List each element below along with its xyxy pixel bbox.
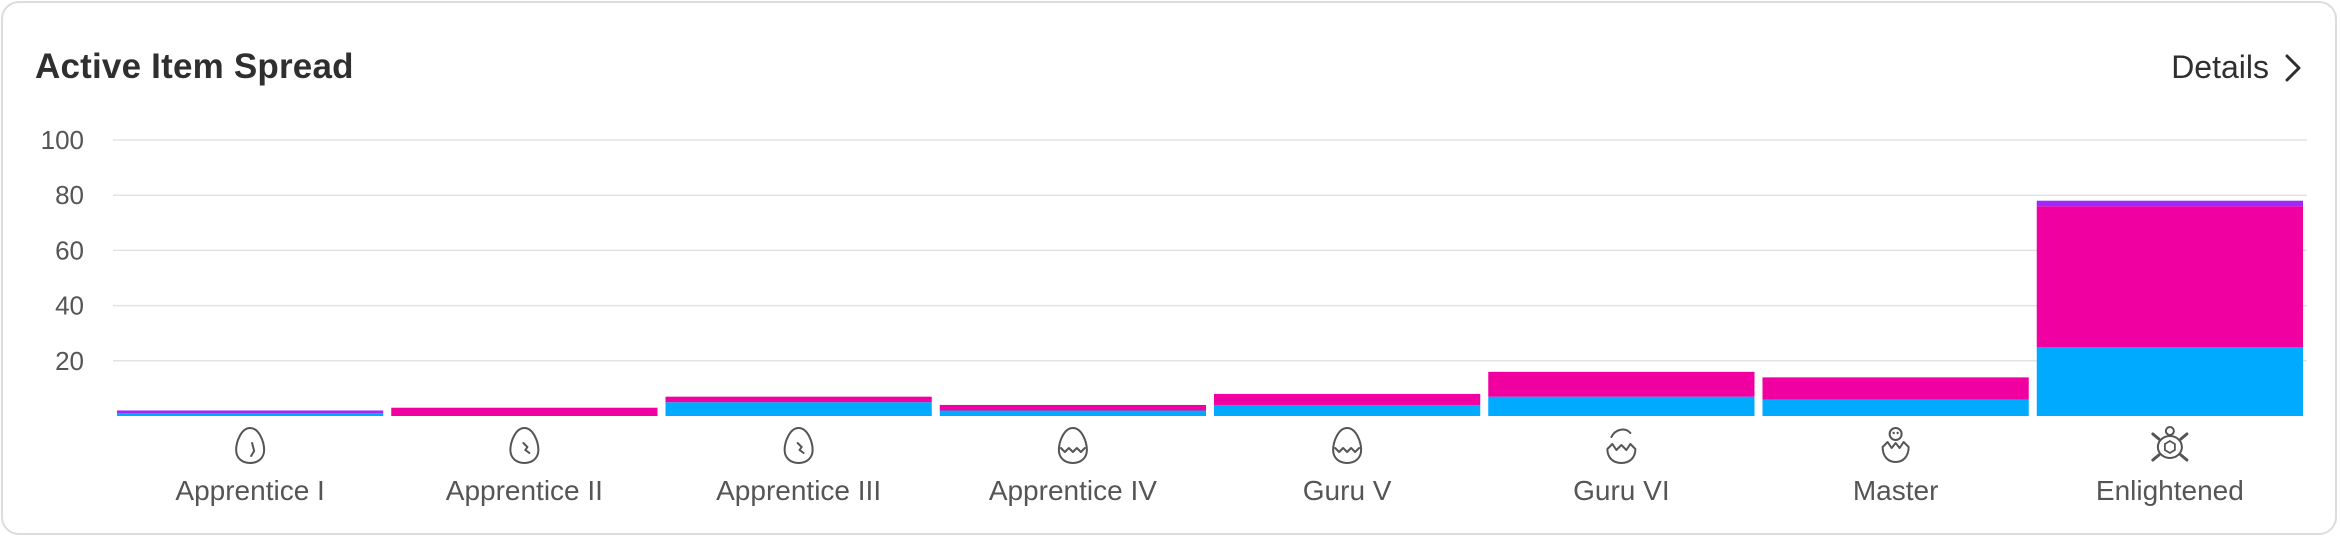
- bar-segment: [1488, 396, 1755, 416]
- details-button[interactable]: Details: [2171, 49, 2303, 86]
- y-tick-label: 60: [55, 235, 84, 265]
- bar-segment: [1214, 404, 1481, 416]
- bar-group[interactable]: [2036, 200, 2303, 416]
- y-tick-label: 80: [55, 180, 84, 210]
- x-category-label: Apprentice I: [175, 475, 324, 506]
- bar-segment: [391, 407, 658, 416]
- bar-group[interactable]: [665, 396, 932, 416]
- bar-segment: [1488, 371, 1755, 397]
- egg-hatching-icon: [1606, 428, 1637, 464]
- bar-segment: [1762, 377, 2029, 400]
- x-category-label: Apprentice III: [716, 475, 881, 506]
- bar-segment: [117, 410, 384, 414]
- bar-segment: [665, 402, 932, 416]
- egg-zigzag-icon: [1332, 426, 1363, 465]
- bar-segment: [117, 413, 384, 416]
- bar-group[interactable]: [939, 404, 1206, 416]
- bar-group[interactable]: [117, 410, 384, 416]
- turtle-icon: [2151, 426, 2189, 462]
- x-category-label: Enlightened: [2096, 475, 2244, 506]
- bar-segment: [2036, 347, 2303, 416]
- bar-segment: [939, 404, 1206, 411]
- x-category-label: Apprentice IV: [989, 475, 1157, 506]
- bar-segment: [2036, 200, 2303, 207]
- x-category-label: Apprentice II: [446, 475, 603, 506]
- hatchling-icon: [1881, 427, 1910, 463]
- chevron-right-icon: [2285, 54, 2301, 81]
- x-category-label: Guru VI: [1573, 475, 1669, 506]
- details-label: Details: [2171, 49, 2269, 85]
- x-category-label: Master: [1853, 475, 1939, 506]
- egg-crack-icon: [783, 426, 814, 465]
- y-tick-label: 40: [55, 291, 84, 321]
- x-category-label: Guru V: [1303, 475, 1392, 506]
- egg-zigzag-icon: [1057, 426, 1088, 465]
- bar-segment: [1762, 399, 2029, 416]
- bar-group[interactable]: [391, 407, 658, 416]
- card-title: Active Item Spread: [35, 47, 354, 86]
- bar-group[interactable]: [1214, 393, 1481, 416]
- y-tick-label: 20: [55, 346, 84, 376]
- bar-segment: [939, 410, 1206, 416]
- bar-segment: [2036, 206, 2303, 347]
- egg-crack-icon: [509, 426, 540, 465]
- bar-segment: [1214, 393, 1481, 405]
- egg-icon: [235, 426, 266, 465]
- bar-segment: [665, 396, 932, 403]
- bar-group[interactable]: [1488, 371, 1755, 416]
- y-tick-label: 100: [41, 125, 84, 155]
- bar-group[interactable]: [1762, 377, 2029, 416]
